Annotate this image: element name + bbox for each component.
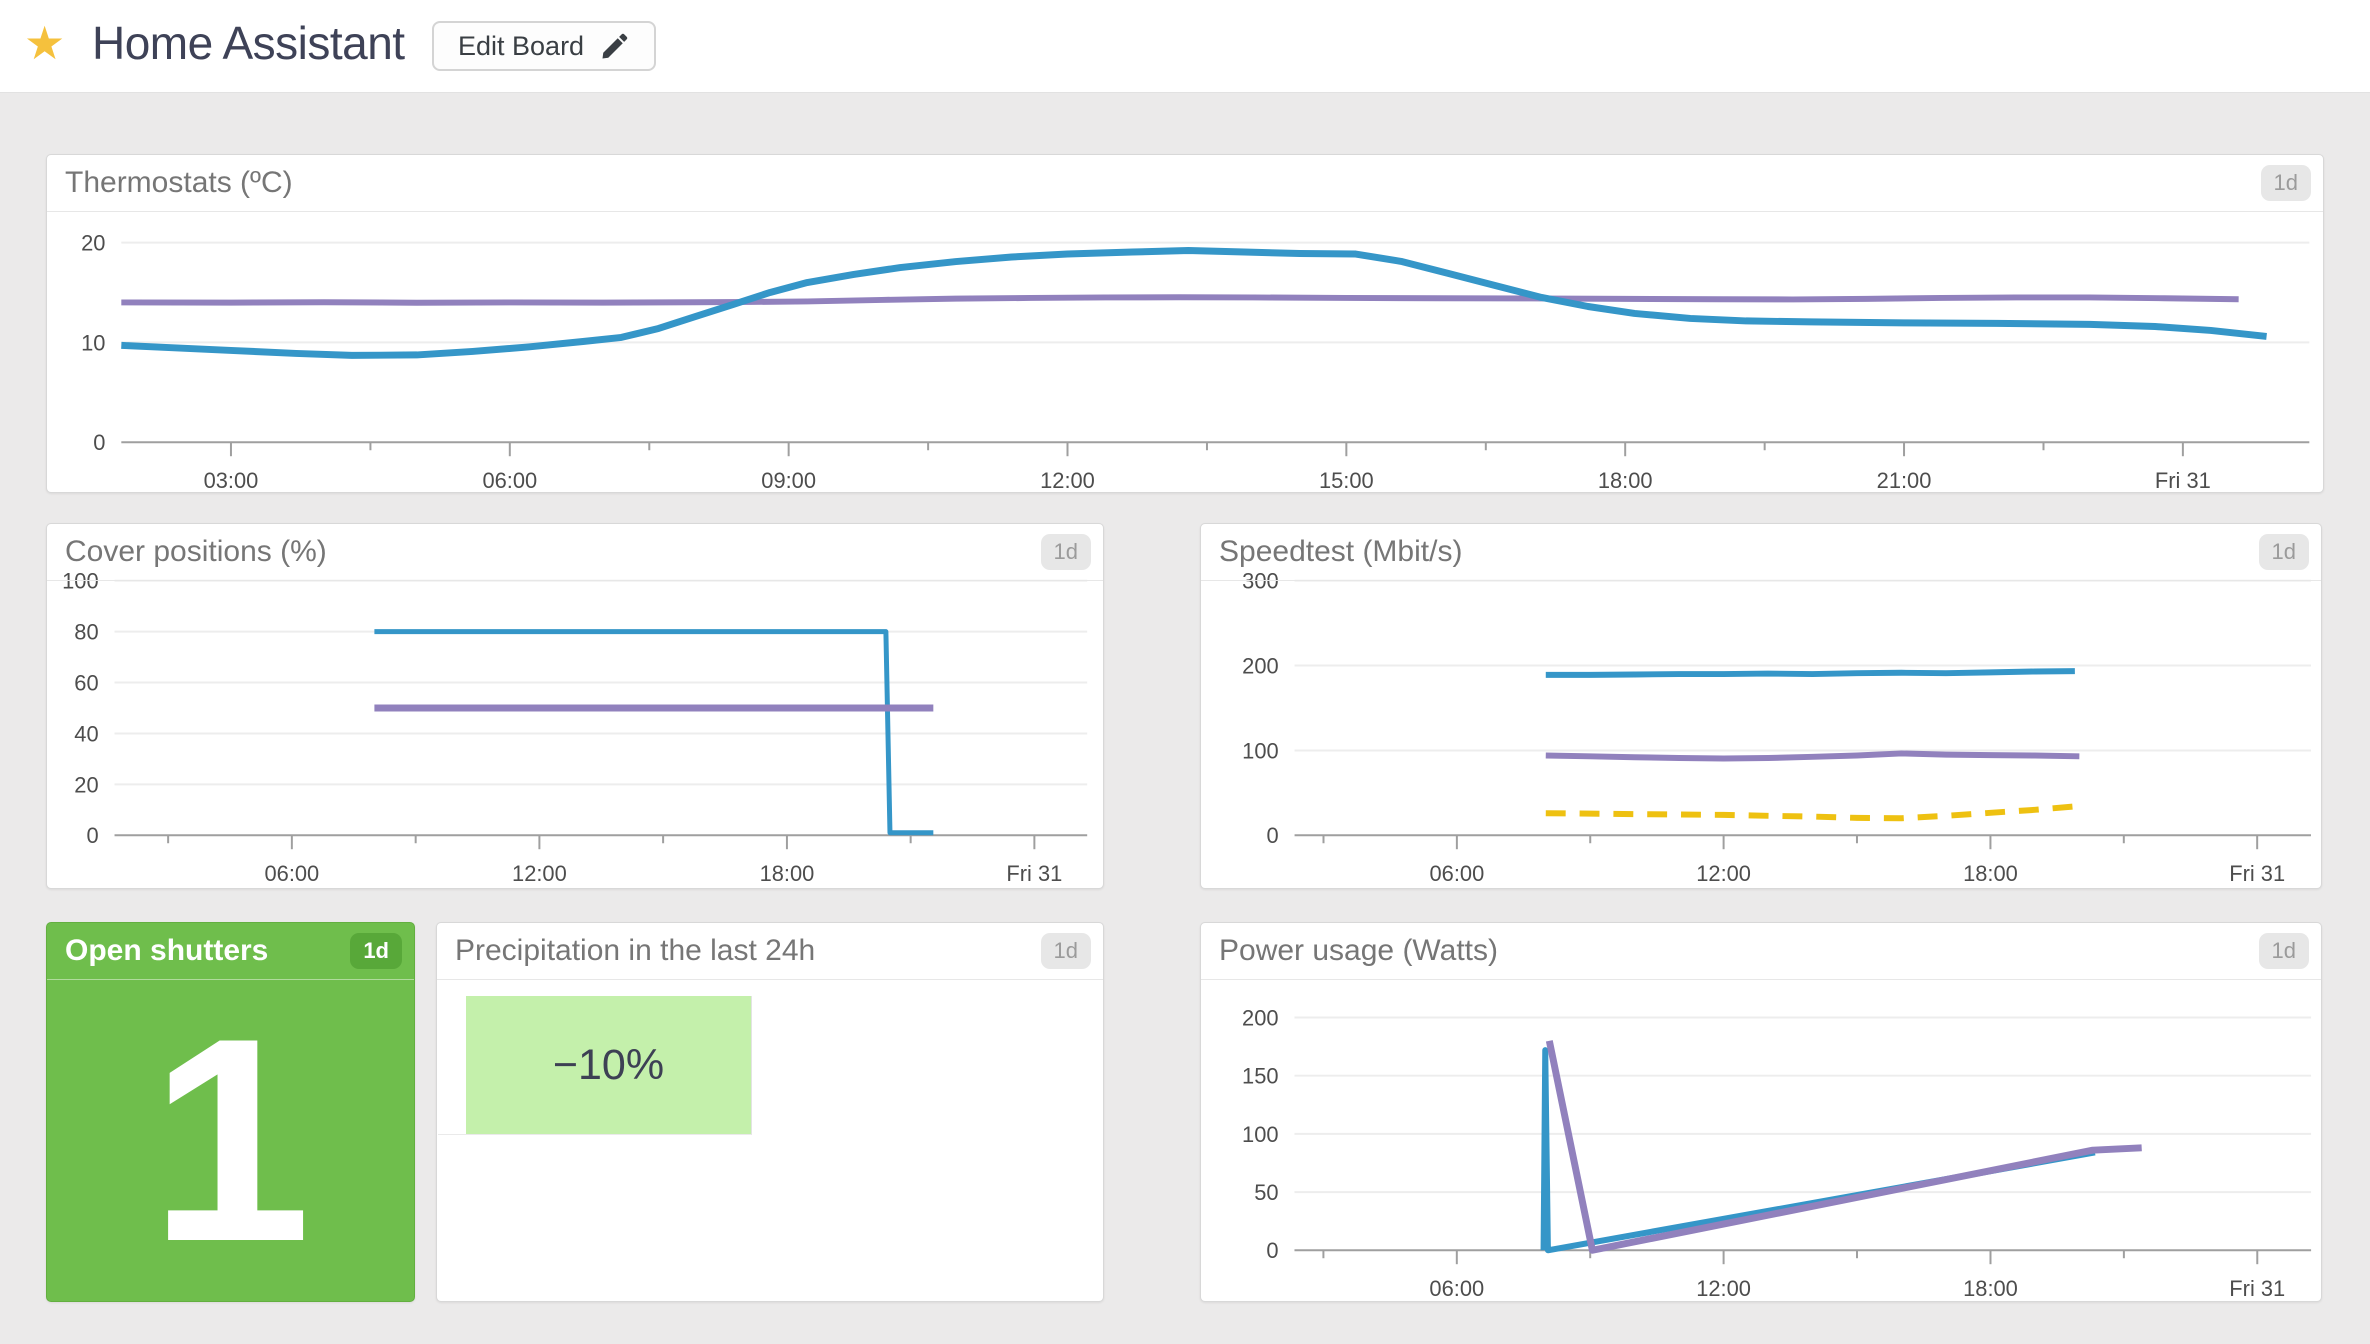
panel-header: Open shutters 1d — [47, 923, 414, 980]
svg-text:18:00: 18:00 — [1963, 1276, 2018, 1301]
board-title: Home Assistant — [92, 17, 405, 69]
svg-text:Fri 31: Fri 31 — [1006, 861, 1062, 886]
svg-text:200: 200 — [1242, 1005, 1279, 1030]
panel-cover-positions: 0 20 40 60 80 100 06:00 12:00 18:00 Fri 31 Cover … — [46, 523, 1104, 889]
panel-header: Thermostats (ºC) 1d — [47, 155, 2323, 212]
svg-text:18:00: 18:00 — [1963, 861, 2018, 886]
svg-text:40: 40 — [74, 721, 98, 746]
pencil-icon — [602, 33, 628, 59]
svg-text:09:00: 09:00 — [761, 468, 816, 492]
svg-text:200: 200 — [1242, 653, 1278, 678]
svg-text:60: 60 — [74, 670, 98, 695]
svg-text:06:00: 06:00 — [265, 861, 320, 886]
time-range-badge: 1d — [1040, 534, 1091, 570]
open-shutters-count: 1 — [149, 978, 312, 1302]
time-range-badge: 1d — [1040, 933, 1091, 969]
panel-open-shutters: Open shutters 1d 1 — [46, 922, 415, 1302]
svg-text:06:00: 06:00 — [1429, 1276, 1484, 1301]
precipitation-value: −10% — [466, 996, 751, 1134]
svg-text:15:00: 15:00 — [1319, 468, 1374, 492]
svg-text:Fri 31: Fri 31 — [2229, 1276, 2285, 1301]
svg-text:0: 0 — [93, 430, 105, 455]
panel-precipitation: Precipitation in the last 24h 1d −10% — [436, 922, 1104, 1302]
svg-text:0: 0 — [1266, 823, 1278, 848]
panel-title: Power usage (Watts) — [1219, 934, 1498, 967]
svg-text:20: 20 — [81, 231, 105, 256]
svg-text:12:00: 12:00 — [1696, 861, 1751, 886]
svg-text:Fri 31: Fri 31 — [2229, 861, 2285, 886]
svg-text:100: 100 — [1242, 738, 1278, 763]
svg-text:03:00: 03:00 — [204, 468, 259, 492]
panel-title: Thermostats (ºC) — [65, 166, 293, 199]
time-range-badge: 1d — [350, 933, 402, 969]
panel-title: Open shutters — [65, 934, 269, 967]
svg-text:12:00: 12:00 — [1696, 1276, 1751, 1301]
precipitation-table-cell: −10% — [438, 996, 752, 1135]
svg-text:18:00: 18:00 — [1598, 468, 1653, 492]
thermostats-chart: 0 10 20 03:00 06:00 09:00 12:00 15:00 18:00 21:00… — [81, 231, 2310, 492]
svg-text:300: 300 — [1242, 569, 1278, 594]
time-range-badge: 1d — [2258, 933, 2309, 969]
svg-text:50: 50 — [1254, 1180, 1278, 1205]
panel-speedtest: 0 100 200 300 06:00 12:00 18:00 Fri 31 Speedtes… — [1200, 523, 2322, 889]
edit-board-label: Edit Board — [458, 30, 585, 61]
svg-text:20: 20 — [74, 772, 98, 797]
top-bar: ★ Home Assistant Edit Board — [0, 0, 2370, 93]
svg-text:06:00: 06:00 — [482, 468, 537, 492]
panel-header: Power usage (Watts) 1d — [1201, 923, 2321, 980]
time-range-badge: 1d — [2260, 165, 2311, 201]
panel-title: Speedtest (Mbit/s) — [1219, 535, 1463, 568]
panel-power-usage: 0 50 100 150 200 06:00 12:00 18:00 Fri 31 Power … — [1200, 922, 2322, 1302]
panel-header: Cover positions (%) 1d — [47, 524, 1103, 581]
svg-text:150: 150 — [1242, 1064, 1279, 1089]
svg-text:80: 80 — [74, 620, 98, 645]
svg-text:100: 100 — [62, 569, 98, 594]
panel-title: Precipitation in the last 24h — [455, 934, 816, 967]
star-icon: ★ — [24, 17, 66, 69]
svg-text:100: 100 — [1242, 1122, 1279, 1147]
svg-text:0: 0 — [1266, 1238, 1278, 1263]
svg-text:21:00: 21:00 — [1877, 468, 1932, 492]
edit-board-button[interactable]: Edit Board — [432, 21, 657, 71]
svg-text:Fri 31: Fri 31 — [2155, 468, 2211, 492]
time-range-badge: 1d — [2258, 534, 2309, 570]
svg-text:18:00: 18:00 — [760, 861, 815, 886]
svg-text:12:00: 12:00 — [512, 861, 567, 886]
panel-title: Cover positions (%) — [65, 535, 327, 568]
svg-text:12:00: 12:00 — [1040, 468, 1095, 492]
svg-text:0: 0 — [86, 823, 98, 848]
panel-header: Precipitation in the last 24h 1d — [437, 923, 1103, 980]
svg-text:06:00: 06:00 — [1430, 861, 1485, 886]
power-usage-chart: 0 50 100 150 200 06:00 12:00 18:00 Fri 31 — [1242, 1005, 2312, 1301]
panel-thermostats: 0 10 20 03:00 06:00 09:00 12:00 15:00 18:00 21:00… — [46, 154, 2324, 493]
panel-header: Speedtest (Mbit/s) 1d — [1201, 524, 2321, 581]
svg-text:10: 10 — [81, 330, 105, 355]
